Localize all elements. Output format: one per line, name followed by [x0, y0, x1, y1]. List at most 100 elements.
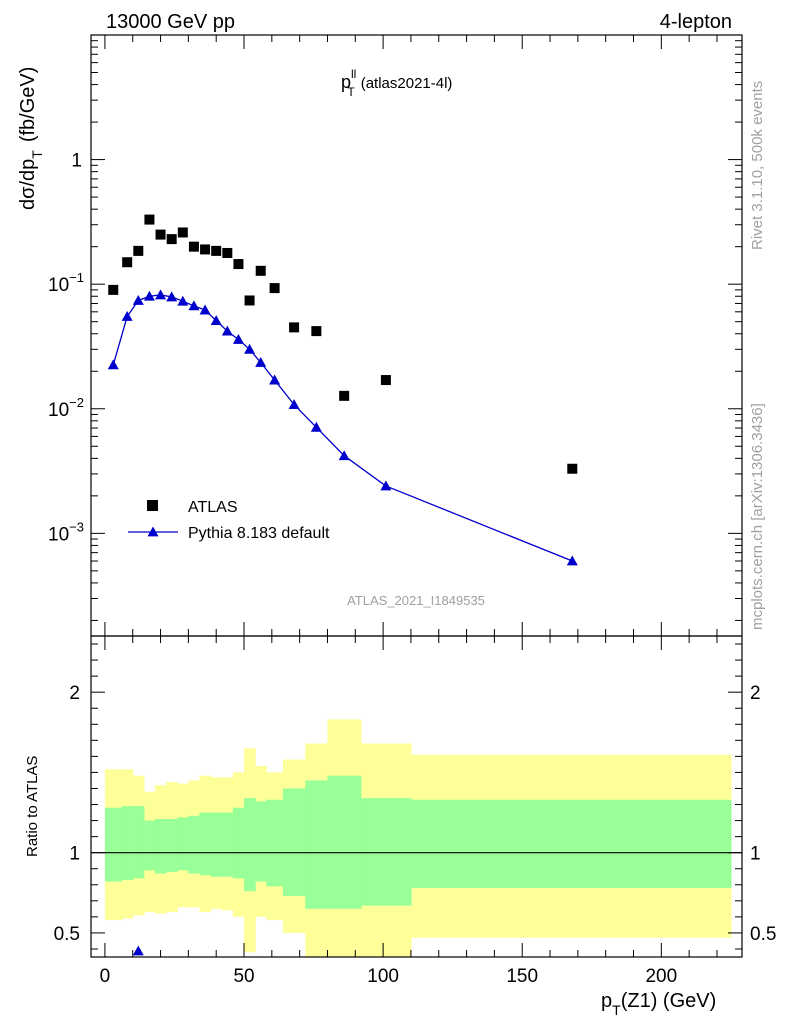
ratio-stat-band-bin: [154, 818, 167, 874]
pythia-data-point: [269, 374, 281, 385]
atlas-data-point: [188, 241, 199, 252]
pythia-data-point: [107, 359, 119, 370]
x-axis-title: pT(Z1) (GeV): [601, 990, 716, 1018]
atlas-data-point: [133, 245, 144, 256]
atlas-data-point: [222, 247, 233, 258]
legend-atlas-label: ATLAS: [188, 499, 238, 516]
atlas-data-point: [144, 214, 155, 225]
ratio-stat-band-bin: [327, 775, 362, 909]
legend: ATLAS Pythia 8.183 default: [128, 499, 330, 542]
atlas-data-point: [339, 390, 350, 401]
pythia-data-point: [155, 289, 167, 300]
y-tick-label-exponent: −3: [69, 519, 84, 534]
plot-title-sub: T: [347, 85, 355, 99]
pythia-data-point: [177, 295, 189, 306]
atlas-data-point: [211, 245, 222, 256]
atlas-data-point: [108, 284, 119, 295]
atlas-data-point: [255, 265, 266, 276]
atlas-data-point: [380, 375, 391, 386]
pythia-data-point: [199, 304, 211, 315]
y-tick-label-exponent: −1: [69, 270, 84, 285]
panel-frames: [90, 34, 743, 958]
mcplots-label: mcplots.cern.ch [arXiv:1306.3436]: [749, 403, 766, 630]
y-tick-label: 1: [71, 151, 82, 172]
atlas-data-point: [166, 234, 177, 245]
ratio-stat-band-bin: [221, 812, 234, 877]
ratio-stat-band-bin: [266, 799, 284, 887]
atlas-data-point: [311, 326, 322, 337]
ratio-pythia-point: [132, 945, 144, 956]
atlas-data-point: [567, 463, 578, 474]
ratio-stat-band-bin: [282, 788, 306, 897]
ratio-y-tick-label-left: 1: [69, 844, 80, 865]
plot-title-main: p: [341, 72, 351, 92]
header-energy-label: 13000 GeV pp: [106, 11, 235, 33]
y-tick-label-base: 10: [48, 275, 69, 296]
analysis-label: ATLAS_2021_I1849535: [347, 593, 485, 608]
ratio-y-tick-label-right: 1: [750, 844, 761, 865]
pythia-data-point: [338, 450, 350, 461]
rivet-version-label: Rivet 3.1.10, 500k events: [749, 81, 766, 250]
y-tick-label-base: 10: [48, 400, 69, 421]
y-tick-label: 10−2: [48, 395, 84, 421]
y-tick-label-base: 10: [48, 524, 69, 545]
ratio-stat-band-bin: [255, 801, 267, 882]
pythia-data-point: [121, 311, 133, 321]
y-axis-title-sub: T: [29, 150, 45, 159]
pythia-data-point: [132, 294, 144, 305]
ratio-stat-band-bin: [188, 815, 201, 874]
ratio-stat-band-bin: [104, 807, 123, 882]
main-panel-frame: [90, 34, 743, 637]
pythia-data-point: [188, 300, 200, 311]
ratio-stat-band-bin: [199, 812, 212, 876]
pythia-data-point: [310, 421, 322, 432]
ratio-stat-band-bin: [360, 798, 412, 906]
pythia-line: [112, 294, 573, 562]
y-axis-title: dσ/dpT (fb/GeV): [17, 67, 45, 210]
pythia-data-point: [232, 333, 244, 344]
atlas-data-point: [233, 259, 244, 270]
ratio-stat-band-bin: [132, 806, 145, 879]
ratio-y-tick-label-left: 2: [69, 683, 80, 704]
plot-title-suffix: (atlas2021-4l): [361, 75, 453, 92]
ratio-y-tick-label-right: 0.5: [750, 924, 776, 945]
y-tick-label: 10−3: [48, 519, 84, 545]
header-process-label: 4-lepton: [660, 11, 732, 33]
pythia-data-point: [288, 399, 300, 409]
y-axis-title-unit: (fb/GeV): [17, 67, 39, 143]
ratio-stat-band-bin: [244, 798, 256, 892]
ratio-stat-band-bin: [305, 780, 329, 909]
ratio-y-tick-label-right: 2: [750, 683, 761, 704]
x-axis-title-sub: T: [612, 1002, 621, 1018]
ratio-stat-band-bin: [143, 820, 156, 871]
ratio-y-axis-title: Ratio to ATLAS: [24, 756, 41, 857]
atlas-data-point: [177, 227, 188, 238]
y-tick-label-base: 1: [71, 151, 82, 172]
axis-ticks: [91, 34, 742, 957]
x-tick-label: 200: [645, 966, 677, 987]
atlas-data-point: [269, 283, 280, 294]
pythia-data-point: [166, 291, 178, 302]
y-axis-title-main: dσ/dp: [17, 159, 39, 210]
x-axis-title-suffix: (Z1) (GeV): [621, 990, 717, 1012]
pythia-data-point: [380, 480, 392, 491]
pythia-data-point: [255, 357, 267, 367]
ratio-stat-band-bin: [166, 818, 178, 872]
atlas-data-point: [200, 244, 211, 255]
pythia-data-point: [210, 315, 222, 326]
pythia-data-point: [566, 555, 578, 566]
legend-pythia-marker: [147, 526, 159, 537]
y-tick-label-exponent: −2: [69, 395, 84, 410]
y-tick-label: 10−1: [48, 270, 84, 296]
ratio-stat-band-bin: [210, 812, 223, 877]
x-tick-label: 0: [100, 966, 111, 987]
pythia-data-point: [244, 343, 256, 354]
pythia-data-point: [221, 325, 233, 336]
ratio-panel-frame: [90, 635, 743, 958]
atlas-data-point: [122, 257, 133, 268]
ratio-stat-band-bin: [177, 817, 189, 871]
ratio-stat-band-bin: [232, 807, 245, 879]
atlas-data-point: [244, 295, 255, 306]
